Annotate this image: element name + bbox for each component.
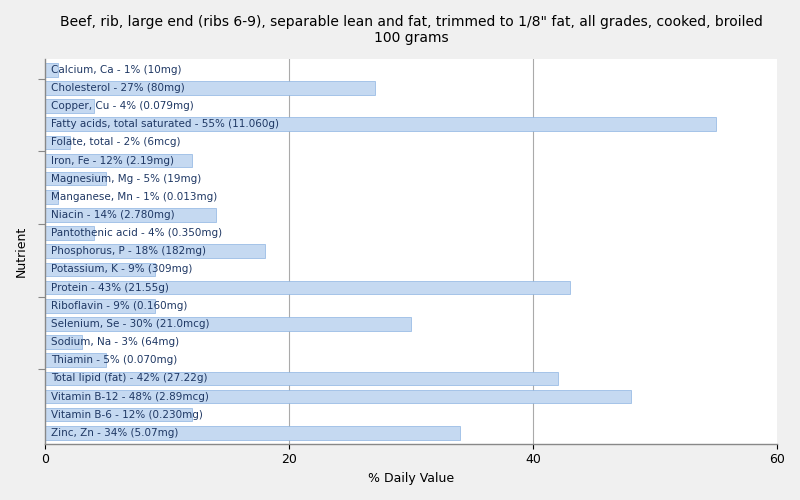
Text: Protein - 43% (21.55g): Protein - 43% (21.55g) — [51, 282, 170, 292]
Bar — [46, 100, 94, 113]
Bar — [46, 172, 106, 186]
Text: Cholesterol - 27% (80mg): Cholesterol - 27% (80mg) — [51, 83, 186, 93]
Text: Vitamin B-12 - 48% (2.89mcg): Vitamin B-12 - 48% (2.89mcg) — [51, 392, 210, 402]
Bar — [46, 372, 558, 385]
Text: Thiamin - 5% (0.070mg): Thiamin - 5% (0.070mg) — [51, 355, 178, 365]
Text: Pantothenic acid - 4% (0.350mg): Pantothenic acid - 4% (0.350mg) — [51, 228, 222, 238]
Bar — [46, 154, 192, 168]
Text: Calcium, Ca - 1% (10mg): Calcium, Ca - 1% (10mg) — [51, 65, 182, 75]
Bar — [46, 244, 265, 258]
Text: Zinc, Zn - 34% (5.07mg): Zinc, Zn - 34% (5.07mg) — [51, 428, 179, 438]
Text: Fatty acids, total saturated - 55% (11.060g): Fatty acids, total saturated - 55% (11.0… — [51, 119, 279, 129]
Text: Niacin - 14% (2.780mg): Niacin - 14% (2.780mg) — [51, 210, 175, 220]
Bar — [46, 226, 94, 240]
Text: Manganese, Mn - 1% (0.013mg): Manganese, Mn - 1% (0.013mg) — [51, 192, 218, 202]
Bar — [46, 208, 216, 222]
Bar — [46, 63, 58, 76]
Bar — [46, 81, 374, 94]
Text: Copper, Cu - 4% (0.079mg): Copper, Cu - 4% (0.079mg) — [51, 101, 194, 111]
Text: Folate, total - 2% (6mcg): Folate, total - 2% (6mcg) — [51, 138, 181, 147]
Bar — [46, 299, 155, 312]
Y-axis label: Nutrient: Nutrient — [15, 226, 28, 277]
Bar — [46, 136, 70, 149]
Bar — [46, 190, 58, 203]
Text: Riboflavin - 9% (0.160mg): Riboflavin - 9% (0.160mg) — [51, 301, 188, 311]
Text: Selenium, Se - 30% (21.0mcg): Selenium, Se - 30% (21.0mcg) — [51, 319, 210, 329]
Text: Potassium, K - 9% (309mg): Potassium, K - 9% (309mg) — [51, 264, 193, 274]
Bar — [46, 354, 106, 367]
Text: Magnesium, Mg - 5% (19mg): Magnesium, Mg - 5% (19mg) — [51, 174, 202, 184]
Bar — [46, 336, 82, 349]
Bar — [46, 390, 630, 404]
X-axis label: % Daily Value: % Daily Value — [368, 472, 454, 485]
Text: Vitamin B-6 - 12% (0.230mg): Vitamin B-6 - 12% (0.230mg) — [51, 410, 203, 420]
Bar — [46, 408, 192, 422]
Bar — [46, 262, 155, 276]
Text: Sodium, Na - 3% (64mg): Sodium, Na - 3% (64mg) — [51, 337, 179, 347]
Text: Phosphorus, P - 18% (182mg): Phosphorus, P - 18% (182mg) — [51, 246, 206, 256]
Bar — [46, 426, 460, 440]
Bar — [46, 317, 411, 330]
Text: Iron, Fe - 12% (2.19mg): Iron, Fe - 12% (2.19mg) — [51, 156, 174, 166]
Bar — [46, 281, 570, 294]
Title: Beef, rib, large end (ribs 6-9), separable lean and fat, trimmed to 1/8" fat, al: Beef, rib, large end (ribs 6-9), separab… — [60, 15, 762, 45]
Bar — [46, 118, 716, 131]
Text: Total lipid (fat) - 42% (27.22g): Total lipid (fat) - 42% (27.22g) — [51, 374, 208, 384]
